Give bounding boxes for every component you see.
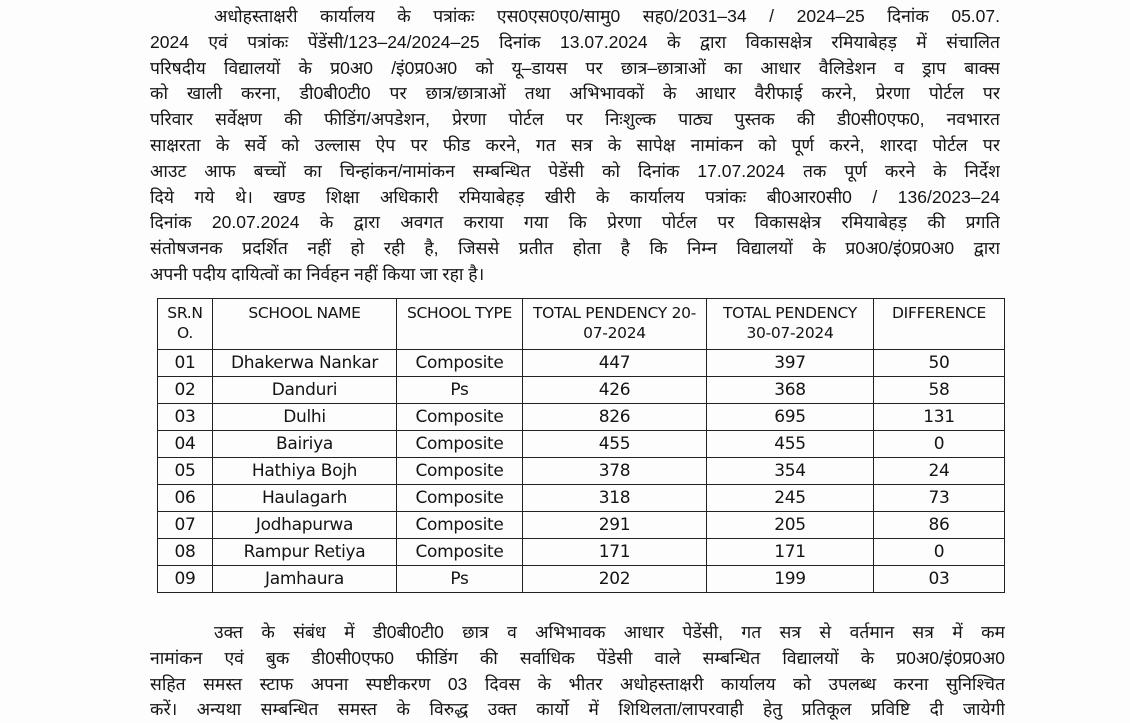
- text-line: को खाली करना, डी0बी0टी0 पर छात्र/छात्राओ…: [150, 83, 1000, 104]
- cell-pendency-30-07: 397: [706, 349, 874, 377]
- cell-pendency-30-07: 455: [706, 430, 874, 458]
- intro-paragraph: अधोहस्ताक्षरी कार्यालय के पत्रांकः एस0एस…: [150, 4, 1000, 288]
- text-line: दिनांक 20.07.2024 के द्वारा अवगत कराया ग…: [150, 212, 1000, 233]
- table-row: 07 Jodhapurwa Composite 291 205 86: [157, 511, 1005, 539]
- header-school-name: SCHOOL NAME: [212, 298, 397, 350]
- cell-pendency-20-07: 426: [522, 376, 707, 404]
- cell-pendency-20-07: 171: [522, 538, 707, 566]
- cell-pendency-20-07: 447: [522, 349, 707, 377]
- cell-difference: 03: [873, 565, 1005, 593]
- cell-school-type: Composite: [396, 457, 523, 485]
- table-header-row: SR.N O. SCHOOL NAME SCHOOL TYPE TOTAL PE…: [157, 298, 1005, 350]
- cell-school-name: Haulagarh: [212, 484, 397, 512]
- cell-difference: 73: [873, 484, 1005, 512]
- text-line: आउट आफ बच्चों का चिन्हांकन/नामांकन सम्बन…: [150, 160, 1000, 181]
- header-sr-no: SR.N O.: [157, 298, 213, 350]
- cell-school-type: Composite: [396, 511, 523, 539]
- pendency-table: SR.N O. SCHOOL NAME SCHOOL TYPE TOTAL PE…: [157, 298, 1005, 593]
- text-line: सहित समस्त स्टाफ अपना स्पष्टीकरण 03 दिवस…: [150, 673, 1005, 694]
- cell-pendency-30-07: 695: [706, 403, 874, 431]
- text-line: 2024 एवं पत्रांकः पेंडेंसी/123–24/2024–2…: [150, 31, 1000, 52]
- cell-school-name: Dulhi: [212, 403, 397, 431]
- text-line: साक्षरता के सर्वे को उल्लास ऐप पर फीड कर…: [150, 134, 1000, 155]
- table-row: 08 Rampur Retiya Composite 171 171 0: [157, 538, 1005, 566]
- cell-pendency-20-07: 455: [522, 430, 707, 458]
- cell-pendency-30-07: 205: [706, 511, 874, 539]
- table-row: 02 Danduri Ps 426 368 58: [157, 376, 1005, 404]
- header-school-type: SCHOOL TYPE: [396, 298, 523, 350]
- text-line: नामांकन एवं बुक डी0सी0एफ0 फीडिंग की सर्व…: [150, 647, 1005, 668]
- cell-school-type: Composite: [396, 430, 523, 458]
- text-line: उक्त के संबंध में डी0बी0टी0 छात्र व अभिभ…: [214, 622, 1005, 642]
- text-line: परिषदीय विद्यालयों के प्र0अ0 /इं0प्र0अ0 …: [150, 57, 1000, 78]
- table-row: 06 Haulagarh Composite 318 245 73: [157, 484, 1005, 512]
- cell-difference: 131: [873, 403, 1005, 431]
- text-line: दिये गये थे। खण्ड शिक्षा अधिकारी रमियाबे…: [150, 186, 1000, 207]
- cell-school-name: Danduri: [212, 376, 397, 404]
- cell-school-type: Ps: [396, 376, 523, 404]
- cell-pendency-30-07: 171: [706, 538, 874, 566]
- cell-pendency-30-07: 199: [706, 565, 874, 593]
- cell-pendency-20-07: 826: [522, 403, 707, 431]
- cell-school-type: Composite: [396, 538, 523, 566]
- cell-sr-no: 06: [157, 484, 213, 512]
- header-pendency-30-07: TOTAL PENDENCY 30-07-2024: [706, 298, 874, 350]
- cell-sr-no: 05: [157, 457, 213, 485]
- header-pendency-20-07: TOTAL PENDENCY 20-07-2024: [522, 298, 707, 350]
- cell-pendency-20-07: 291: [522, 511, 707, 539]
- cell-difference: 58: [873, 376, 1005, 404]
- table-row: 03 Dulhi Composite 826 695 131: [157, 403, 1005, 431]
- cell-pendency-20-07: 202: [522, 565, 707, 593]
- cell-difference: 0: [873, 430, 1005, 458]
- cell-sr-no: 02: [157, 376, 213, 404]
- cell-school-name: Hathiya Bojh: [212, 457, 397, 485]
- cell-school-name: Bairiya: [212, 430, 397, 458]
- header-difference: DIFFERENCE: [873, 298, 1005, 350]
- cell-difference: 86: [873, 511, 1005, 539]
- cell-school-name: Rampur Retiya: [212, 538, 397, 566]
- cell-difference: 24: [873, 457, 1005, 485]
- cell-sr-no: 04: [157, 430, 213, 458]
- cell-school-type: Composite: [396, 403, 523, 431]
- closing-paragraph: उक्त के संबंध में डी0बी0टी0 छात्र व अभिभ…: [150, 620, 1005, 723]
- cell-pendency-30-07: 245: [706, 484, 874, 512]
- cell-sr-no: 09: [157, 565, 213, 593]
- cell-sr-no: 03: [157, 403, 213, 431]
- cell-difference: 0: [873, 538, 1005, 566]
- text-line: करें। अन्यथा सम्बन्धित समस्त के विरुद्ध …: [150, 699, 1005, 720]
- text-line: परिवार सर्वेक्षण की फीडिंग/अपडेशन, प्रेर…: [150, 109, 1000, 130]
- cell-pendency-30-07: 368: [706, 376, 874, 404]
- table-row: 05 Hathiya Bojh Composite 378 354 24: [157, 457, 1005, 485]
- table-row: 09 Jamhaura Ps 202 199 03: [157, 565, 1005, 593]
- cell-pendency-30-07: 354: [706, 457, 874, 485]
- cell-school-type: Ps: [396, 565, 523, 593]
- cell-school-name: Jodhapurwa: [212, 511, 397, 539]
- cell-pendency-20-07: 318: [522, 484, 707, 512]
- cell-difference: 50: [873, 349, 1005, 377]
- cell-pendency-20-07: 378: [522, 457, 707, 485]
- cell-school-name: Dhakerwa Nankar: [212, 349, 397, 377]
- cell-sr-no: 01: [157, 349, 213, 377]
- cell-school-name: Jamhaura: [212, 565, 397, 593]
- cell-school-type: Composite: [396, 349, 523, 377]
- cell-school-type: Composite: [396, 484, 523, 512]
- table-row: 01 Dhakerwa Nankar Composite 447 397 50: [157, 349, 1005, 377]
- text-line: अपनी पदीय दायित्वों का निर्वहन नहीं किया…: [150, 263, 485, 284]
- text-line: संतोषजनक प्रदर्शित नहीं हो रही है, जिससे…: [150, 238, 1000, 259]
- text-line: अधोहस्ताक्षरी कार्यालय के पत्रांकः एस0एस…: [214, 6, 1000, 26]
- cell-sr-no: 07: [157, 511, 213, 539]
- table-row: 04 Bairiya Composite 455 455 0: [157, 430, 1005, 458]
- cell-sr-no: 08: [157, 538, 213, 566]
